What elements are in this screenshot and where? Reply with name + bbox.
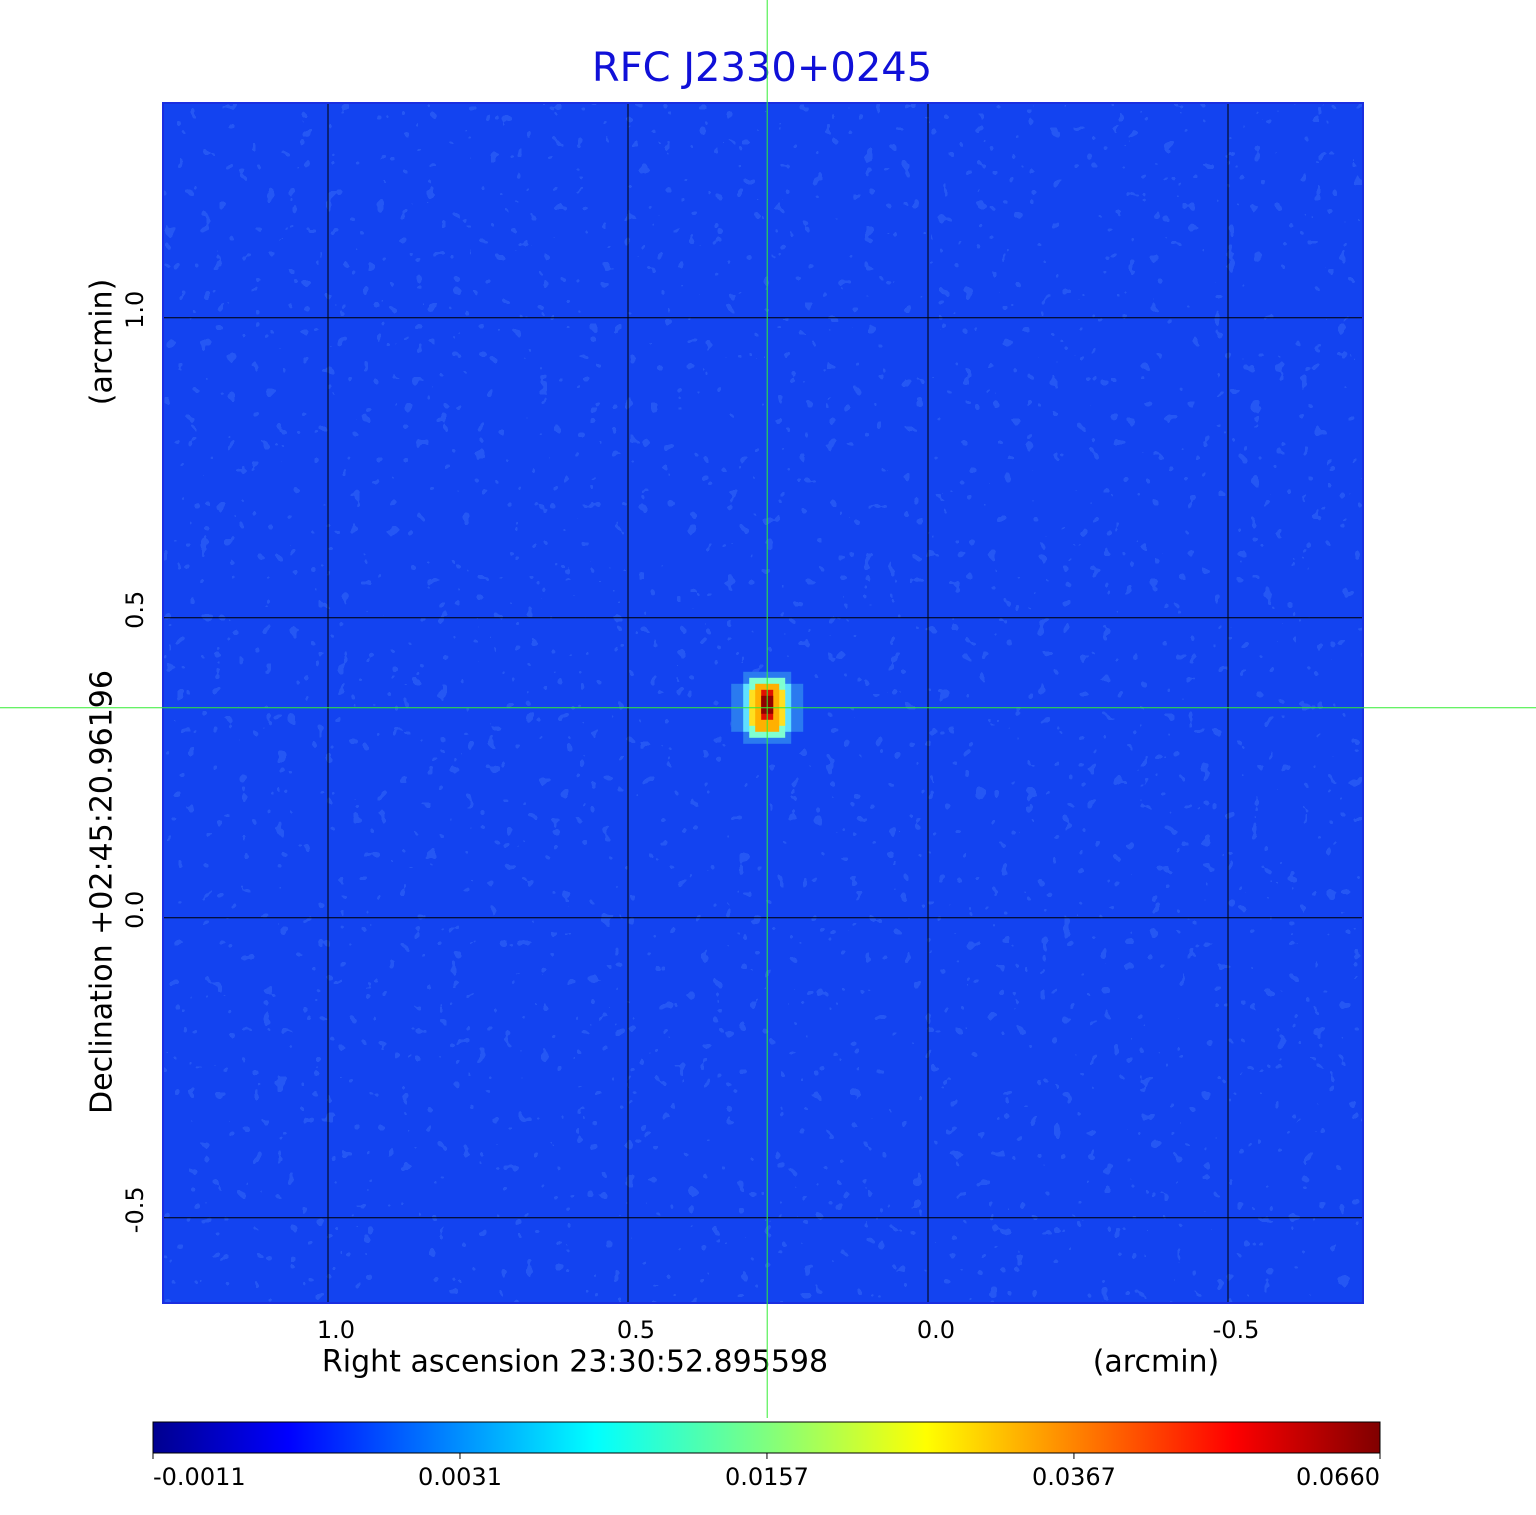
y-tick-label: 1.0 bbox=[121, 291, 149, 329]
colorbar-tick-label: 0.0367 bbox=[1032, 1463, 1116, 1491]
x-tick-label: 1.0 bbox=[317, 1316, 355, 1344]
colorbar bbox=[152, 1421, 1381, 1454]
chart-title: RFC J2330+0245 bbox=[592, 45, 932, 91]
colorbar-tick-label: 0.0157 bbox=[725, 1463, 809, 1491]
colorbar-tick-label: 0.0660 bbox=[1296, 1463, 1380, 1491]
x-axis-unit: (arcmin) bbox=[1093, 1345, 1220, 1380]
x-tick-label: 0.0 bbox=[917, 1316, 955, 1344]
y-axis-unit: (arcmin) bbox=[85, 279, 120, 406]
x-tick-label: 0.5 bbox=[617, 1316, 655, 1344]
plot-frame bbox=[162, 102, 1364, 1304]
x-tick-label: -0.5 bbox=[1213, 1316, 1260, 1344]
colorbar-tick-label: 0.0031 bbox=[418, 1463, 502, 1491]
colorbar-tick-label: -0.0011 bbox=[153, 1463, 246, 1491]
y-tick-label: 0.5 bbox=[121, 591, 149, 629]
x-axis-label: Right ascension 23:30:52.895598 bbox=[322, 1345, 828, 1380]
y-tick-label: 0.0 bbox=[121, 891, 149, 929]
y-axis-label: Declination +02:45:20.96196 bbox=[85, 670, 120, 1114]
y-tick-label: -0.5 bbox=[121, 1186, 149, 1233]
